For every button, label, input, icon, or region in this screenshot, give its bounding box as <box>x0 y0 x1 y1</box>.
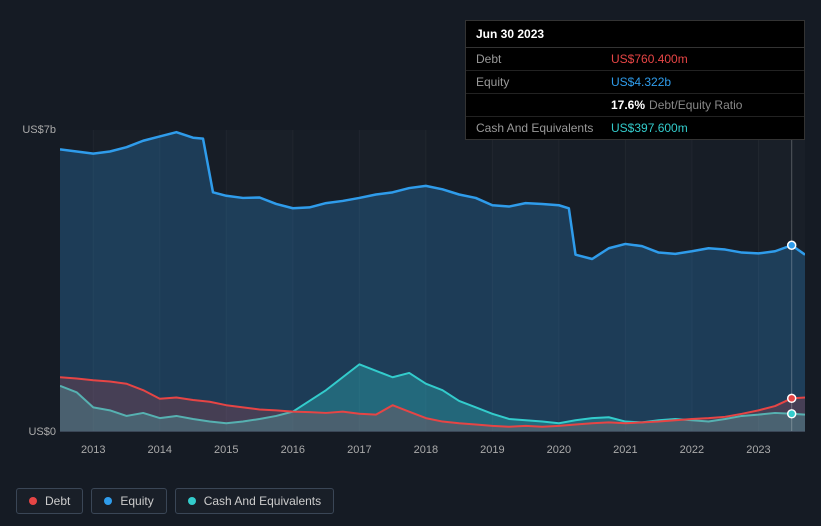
tooltip-label: Equity <box>476 75 611 89</box>
x-tick-label: 2023 <box>746 444 770 456</box>
ratio-pct: 17.6% <box>611 98 645 112</box>
tooltip-date: Jun 30 2023 <box>466 21 804 48</box>
tooltip-value: US$397.600m <box>611 121 688 135</box>
legend-dot-icon <box>29 497 37 505</box>
x-tick-label: 2020 <box>547 444 571 456</box>
tooltip-row-ratio: 17.6% Debt/Equity Ratio <box>466 94 804 117</box>
x-tick-label: 2013 <box>81 444 105 456</box>
x-tick-label: 2022 <box>680 444 704 456</box>
tooltip-value: US$4.322b <box>611 75 671 89</box>
tooltip-row-cash: Cash And Equivalents US$397.600m <box>466 117 804 139</box>
legend-item-debt[interactable]: Debt <box>16 488 83 514</box>
chart-plot[interactable] <box>60 130 805 432</box>
x-tick-label: 2018 <box>414 444 438 456</box>
x-tick-label: 2021 <box>613 444 637 456</box>
x-tick-label: 2015 <box>214 444 238 456</box>
legend-item-equity[interactable]: Equity <box>91 488 166 514</box>
legend-label: Debt <box>45 494 70 508</box>
tooltip-value: 17.6% Debt/Equity Ratio <box>611 98 742 112</box>
legend-label: Cash And Equivalents <box>204 494 321 508</box>
tooltip-label <box>476 98 611 112</box>
y-axis-top-label: US$7b <box>22 124 56 136</box>
x-axis: 2013 2014 2015 2016 2017 2018 2019 2020 2021 2022… <box>60 436 805 466</box>
tooltip-label: Debt <box>476 52 611 66</box>
tooltip-label: Cash And Equivalents <box>476 121 611 135</box>
tooltip-row-equity: Equity US$4.322b <box>466 71 804 94</box>
legend-label: Equity <box>120 494 153 508</box>
x-tick-label: 2019 <box>480 444 504 456</box>
legend-item-cash[interactable]: Cash And Equivalents <box>175 488 334 514</box>
legend-dot-icon <box>104 497 112 505</box>
x-tick-label: 2017 <box>347 444 371 456</box>
y-axis-bottom-label: US$0 <box>28 426 56 438</box>
x-tick-label: 2014 <box>148 444 172 456</box>
chart-legend: Debt Equity Cash And Equivalents <box>16 488 334 514</box>
tooltip-value: US$760.400m <box>611 52 688 66</box>
tooltip-row-debt: Debt US$760.400m <box>466 48 804 71</box>
ratio-text: Debt/Equity Ratio <box>649 98 742 112</box>
legend-dot-icon <box>188 497 196 505</box>
chart-tooltip: Jun 30 2023 Debt US$760.400m Equity US$4… <box>465 20 805 140</box>
chart-svg <box>60 130 805 431</box>
chart-area[interactable]: US$7b US$0 20132014201520162017201820192… <box>16 120 805 476</box>
x-tick-label: 2016 <box>281 444 305 456</box>
